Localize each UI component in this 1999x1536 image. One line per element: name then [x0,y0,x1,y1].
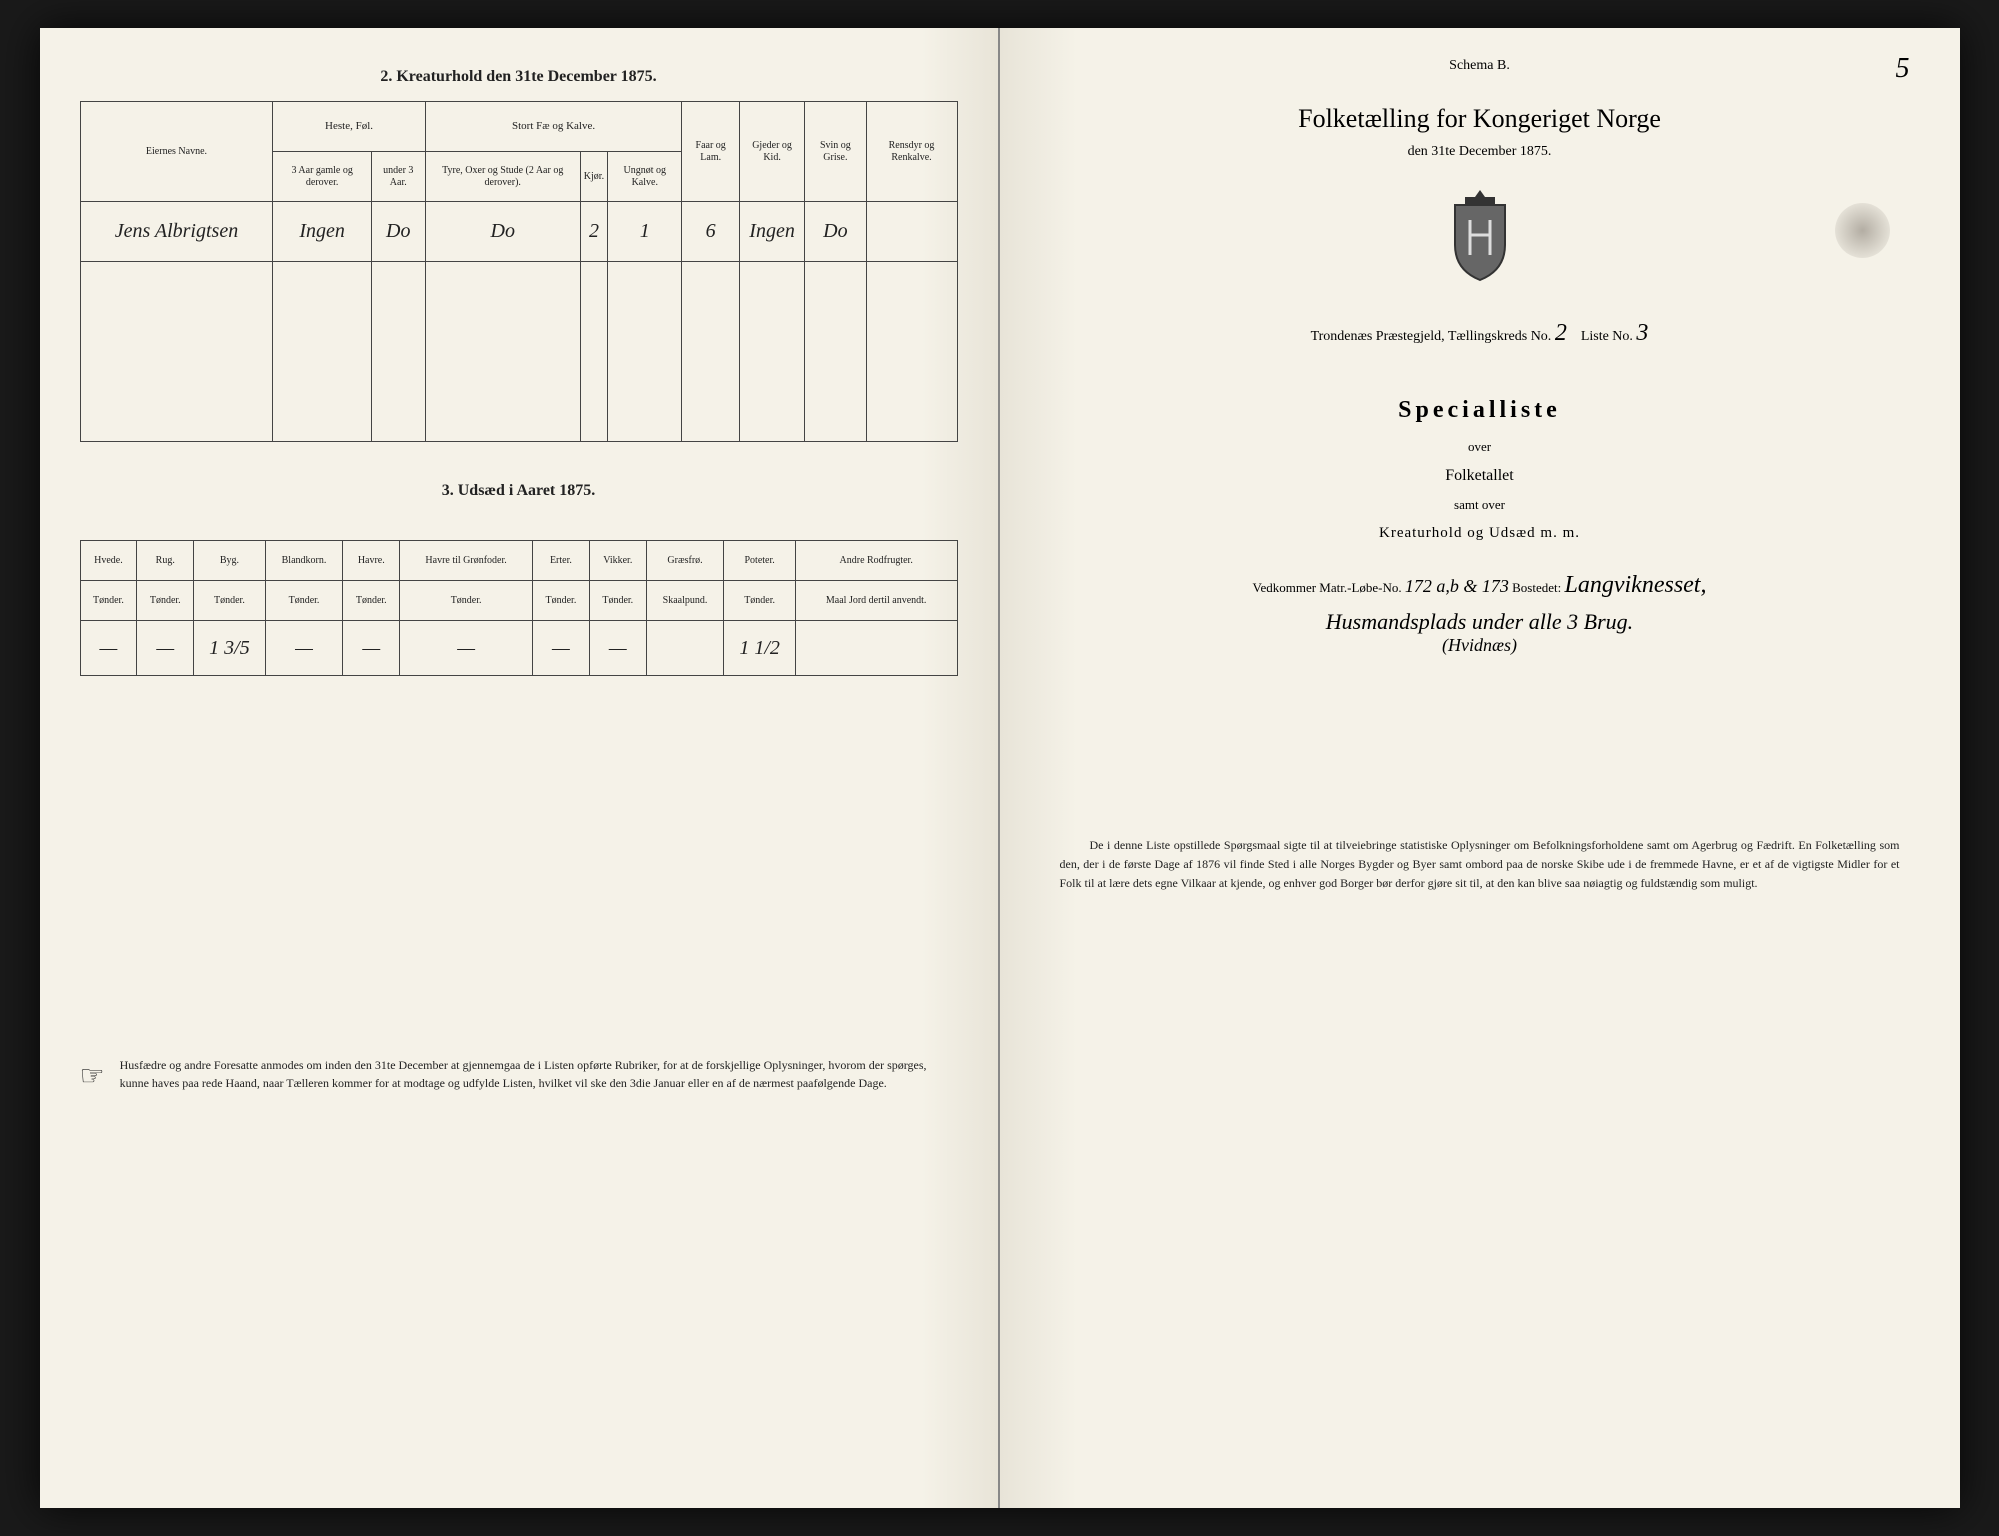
cell: 6 [682,202,739,262]
cell: — [589,621,646,676]
cell: — [400,621,533,676]
grp-cattle: Stort Fæ og Kalve. [425,102,682,152]
bosted-line2: Husmandsplads under alle 3 Brug. [1040,609,1920,635]
unit: Tønder. [533,581,590,621]
col: Hvede. [80,541,137,581]
main-title: Folketælling for Kongeriget Norge [1040,104,1920,134]
cell: 1 3/5 [194,621,265,676]
cell: — [137,621,194,676]
unit: Tønder. [194,581,265,621]
folktallet: Folketallet [1040,467,1920,485]
cell: Ingen [739,202,804,262]
unit: Tønder. [724,581,795,621]
cell: — [343,621,400,676]
footer-note: ☞ Husfædre og andre Foresatte anmodes om… [80,1056,958,1098]
bosted-line3: (Hvidnæs) [1040,635,1920,656]
thumb-smudge [1835,203,1890,258]
bosted-label: Bostedet: [1512,580,1561,595]
col-h1: 3 Aar gamle og derover. [273,152,371,202]
cell [866,202,957,262]
cell: 1 [608,202,682,262]
col-c2: Kjør. [580,152,607,202]
table-row: — — 1 3/5 — — — — — 1 1/2 [80,621,957,676]
liste-label: Liste No. [1581,329,1633,344]
bottom-paragraph: De i denne Liste opstillede Spørgsmaal s… [1040,836,1920,894]
cell: — [533,621,590,676]
seed-table: Hvede. Rug. Byg. Blandkorn. Havre. Havre… [80,540,958,676]
col: Vikker. [589,541,646,581]
unit: Tønder. [265,581,343,621]
cell [795,621,957,676]
col: Andre Rodfrugter. [795,541,957,581]
livestock-table: Eiernes Navne. Heste, Føl. Stort Fæ og K… [80,101,958,442]
col: Poteter. [724,541,795,581]
left-page: 2. Kreaturhold den 31te December 1875. E… [40,28,1000,1508]
schema-label: Schema B. [1040,58,1920,74]
empty-rows [80,262,957,442]
header-row: Hvede. Rug. Byg. Blandkorn. Havre. Havre… [80,541,957,581]
section2-title: 2. Kreaturhold den 31te December 1875. [80,68,958,86]
unit: Tønder. [589,581,646,621]
unit-row: Tønder. Tønder. Tønder. Tønder. Tønder. … [80,581,957,621]
col: Blandkorn. [265,541,343,581]
col: Havre. [343,541,400,581]
subtitle: den 31te December 1875. [1040,144,1920,160]
unit: Tønder. [80,581,137,621]
district-prefix: Trondenæs Præstegjeld, Tællingskreds No. [1311,329,1552,344]
col-c3: Ungnøt og Kalve. [608,152,682,202]
unit: Skaalpund. [646,581,724,621]
table-row: Jens Albrigtsen Ingen Do Do 2 1 6 Ingen … [80,202,957,262]
cell: Do [425,202,580,262]
over1: over [1040,439,1920,455]
matr-label: Vedkommer Matr.-Løbe-No. [1253,580,1402,595]
coat-of-arms-icon [1040,185,1920,290]
col-pig: Svin og Grise. [805,102,866,202]
liste-no: 3 [1636,320,1648,347]
kreds-no: 2 [1555,320,1567,347]
unit: Tønder. [400,581,533,621]
col-owner: Eiernes Navne. [80,102,273,202]
col: Byg. [194,541,265,581]
cell: — [80,621,137,676]
col-sheep: Faar og Lam. [682,102,739,202]
bosted: Langviknesset, [1565,572,1707,599]
pointer-hand-icon: ☞ [80,1056,105,1098]
col-c1: Tyre, Oxer og Stude (2 Aar og derover). [425,152,580,202]
cell: Do [805,202,866,262]
col-h2: under 3 Aar. [371,152,425,202]
unit: Tønder. [137,581,194,621]
col: Erter. [533,541,590,581]
special-title: Specialliste [1040,397,1920,424]
cell-owner: Jens Albrigtsen [80,202,273,262]
district-line: Trondenæs Præstegjeld, Tællingskreds No.… [1040,320,1920,347]
unit: Tønder. [343,581,400,621]
cell: 1 1/2 [724,621,795,676]
col: Græsfrø. [646,541,724,581]
col: Rug. [137,541,194,581]
section3-title: 3. Udsæd i Aaret 1875. [80,482,958,500]
kreatur: Kreaturhold og Udsæd m. m. [1040,525,1920,542]
page-number: 5 [1896,53,1910,85]
matr-line: Vedkommer Matr.-Løbe-No. 172 a,b & 173 B… [1040,572,1920,599]
header-row-1: Eiernes Navne. Heste, Føl. Stort Fæ og K… [80,102,957,152]
cell [646,621,724,676]
cell: Do [371,202,425,262]
cell: 2 [580,202,607,262]
unit: Maal Jord dertil anvendt. [795,581,957,621]
grp-horses: Heste, Føl. [273,102,425,152]
samt: samt over [1040,497,1920,513]
cell: — [265,621,343,676]
matr-no: 172 a,b & 173 [1405,576,1509,597]
col: Havre til Grønfoder. [400,541,533,581]
col-rein: Rensdyr og Renkalve. [866,102,957,202]
cell: Ingen [273,202,371,262]
col-goat: Gjeder og Kid. [739,102,804,202]
book-spread: 2. Kreaturhold den 31te December 1875. E… [40,28,1960,1508]
footer-text: Husfædre og andre Foresatte anmodes om i… [120,1056,958,1098]
right-page: 5 Schema B. Folketælling for Kongeriget … [1000,28,1960,1508]
